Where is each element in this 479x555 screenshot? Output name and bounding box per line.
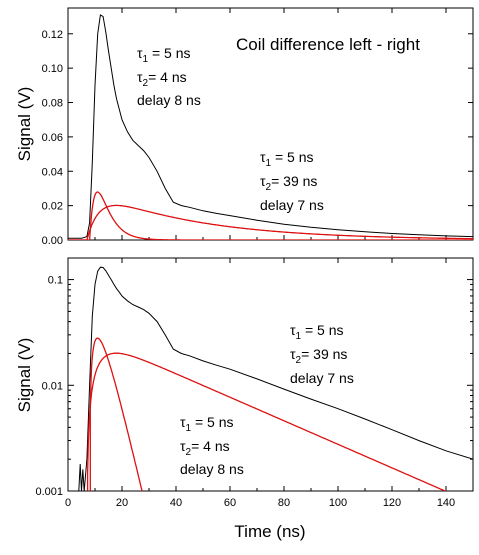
bottom-annotation-fit1: τ1 = 5 ns τ2= 4 ns delay 8 ns xyxy=(180,414,244,477)
top-y-tick-label: 0.02 xyxy=(42,201,63,213)
anno-delay: delay 8 ns xyxy=(137,92,201,108)
bottom-x-tick-label: 80 xyxy=(278,497,290,509)
bottom-y-axis-title: Signal (V) xyxy=(15,338,34,413)
top-plot-area xyxy=(68,14,473,240)
top-panel-series xyxy=(68,14,473,240)
top-y-tick-label: 0.06 xyxy=(42,132,63,144)
top-measured-signal-line xyxy=(68,14,473,239)
bottom-y-tick-label: 0.01 xyxy=(42,380,63,392)
top-fit-curve-tau2-39 xyxy=(68,204,473,240)
svg-text:τ2= 39 ns: τ2= 39 ns xyxy=(260,173,317,193)
anno-tau-symbol: τ xyxy=(180,414,186,430)
svg-text:τ1 = 5 ns: τ1 = 5 ns xyxy=(137,45,191,65)
bottom-x-tick-label: 20 xyxy=(116,497,128,509)
bottom-y-tick-label: 0.1 xyxy=(48,275,63,287)
top-y-tick-label: 0.04 xyxy=(42,166,63,178)
svg-text:τ2= 39 ns: τ2= 39 ns xyxy=(290,346,347,366)
bottom-x-tick-label: 100 xyxy=(329,497,347,509)
anno-tau-symbol: τ xyxy=(180,438,186,454)
anno-tau-symbol: τ xyxy=(260,173,266,189)
svg-text:τ1 = 5 ns: τ1 = 5 ns xyxy=(290,322,344,342)
anno-subscript: 1 xyxy=(143,54,149,65)
bottom-x-tick-label: 0 xyxy=(65,497,71,509)
anno-delay: delay 7 ns xyxy=(260,197,324,213)
anno-subscript: 2 xyxy=(296,355,302,366)
bottom-plot-frame xyxy=(67,257,474,492)
bottom-fit-curve-tau2-39 xyxy=(86,352,447,491)
anno-delay: delay 7 ns xyxy=(290,370,354,386)
top-y-axis-title: Signal (V) xyxy=(15,87,34,162)
anno-subscript: 2 xyxy=(266,182,272,193)
anno-tau-symbol: τ xyxy=(137,69,143,85)
anno-value: = 5 ns xyxy=(148,45,190,61)
top-panel-ticks: 0.00 0.02 0.04 0.06 0.08 0.10 0.12 xyxy=(42,8,473,247)
top-panel-title: Coil difference left - right xyxy=(236,35,420,54)
anno-value: = 5 ns xyxy=(271,149,313,165)
anno-value: = 5 ns xyxy=(191,414,233,430)
anno-delay: delay 8 ns xyxy=(180,461,244,477)
anno-tau-symbol: τ xyxy=(290,346,296,362)
anno-tau-symbol: τ xyxy=(137,45,143,61)
anno-value: = 39 ns xyxy=(301,346,347,362)
bottom-x-tick-label: 120 xyxy=(383,497,401,509)
top-annotation-fit1: τ1 = 5 ns τ2= 4 ns delay 8 ns xyxy=(137,45,201,108)
svg-text:τ2= 4 ns: τ2= 4 ns xyxy=(137,69,187,89)
svg-text:τ1 = 5 ns: τ1 = 5 ns xyxy=(180,414,234,434)
bottom-y-tick-label: 0.001 xyxy=(35,486,63,498)
bottom-fit-curve-tau2-4 xyxy=(89,337,143,491)
bottom-measured-signal-line xyxy=(78,266,473,491)
top-y-tick-label: 0.12 xyxy=(42,29,63,41)
bottom-x-tick-label: 140 xyxy=(437,497,455,509)
anno-subscript: 1 xyxy=(296,331,302,342)
bottom-x-tick-label: 40 xyxy=(170,497,182,509)
anno-tau-symbol: τ xyxy=(260,149,266,165)
anno-value: = 5 ns xyxy=(301,322,343,338)
top-y-tick-label: 0.00 xyxy=(42,235,63,247)
anno-subscript: 2 xyxy=(143,78,149,89)
anno-subscript: 2 xyxy=(186,447,192,458)
bottom-x-tick-label: 60 xyxy=(224,497,236,509)
anno-value: = 4 ns xyxy=(148,69,187,85)
bottom-annotation-fit2: τ1 = 5 ns τ2= 39 ns delay 7 ns xyxy=(290,322,354,386)
top-annotation-fit2: τ1 = 5 ns τ2= 39 ns delay 7 ns xyxy=(260,149,324,213)
x-axis-title: Time (ns) xyxy=(234,522,305,541)
bottom-plot-area xyxy=(78,266,473,491)
anno-tau-symbol: τ xyxy=(290,322,296,338)
bottom-panel-series xyxy=(78,266,473,491)
anno-subscript: 1 xyxy=(266,158,272,169)
top-fit-curve-tau2-4 xyxy=(68,191,473,240)
bottom-panel-ticks: 0 20 40 60 80 100 120 140 0.001 0.01 0.1 xyxy=(35,258,473,509)
svg-text:τ1 = 5 ns: τ1 = 5 ns xyxy=(260,149,314,169)
anno-value: = 4 ns xyxy=(191,438,230,454)
anno-value: = 39 ns xyxy=(271,173,317,189)
top-y-tick-label: 0.08 xyxy=(42,98,63,110)
top-y-tick-label: 0.10 xyxy=(42,63,63,75)
svg-text:τ2= 4 ns: τ2= 4 ns xyxy=(180,438,230,458)
anno-subscript: 1 xyxy=(186,423,192,434)
